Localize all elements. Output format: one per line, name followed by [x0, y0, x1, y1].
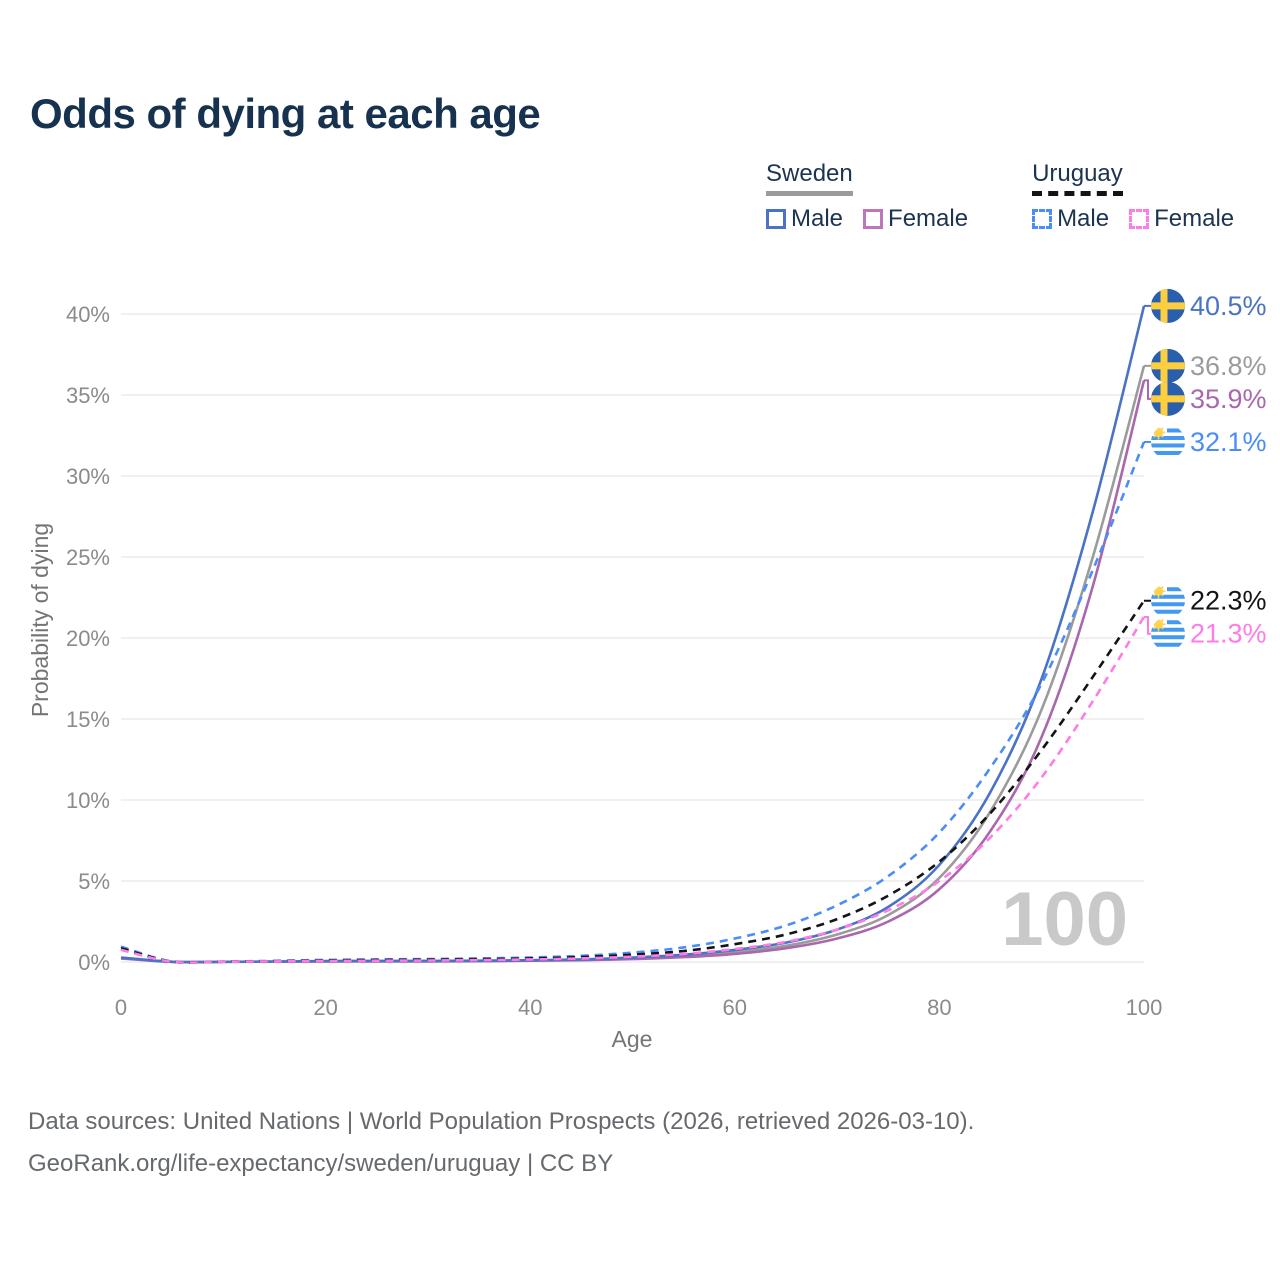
uruguay-male-line-swatch-icon [1032, 209, 1053, 229]
y-tick-label: 25% [66, 545, 110, 570]
y-tick-label: 0% [78, 950, 110, 975]
gridlines [121, 313, 1144, 963]
end-value-label-uruguay-both-sexes: 22.3% [1190, 586, 1267, 616]
x-tick-label: 100 [1126, 995, 1163, 1020]
legend-header-sweden[interactable]: Sweden [766, 160, 853, 196]
legend-group-sweden: Sweden Male Female [766, 160, 968, 233]
sweden-flag-icon [1150, 348, 1186, 384]
y-axis-title: Probability of dying [27, 523, 53, 717]
uruguay-flag-icon [1150, 616, 1186, 652]
axis-ticks: 0% 5% 10% 15% 20% 25% 30% 35% 40% 0 20 40 60 80 100 [66, 302, 1162, 1020]
end-label-connector [1144, 379, 1152, 400]
line-uruguay-female [120, 616, 1146, 964]
line-sweden-both-sexes [120, 365, 1146, 964]
chart-legend: Sweden Male Female Uruguay Male Female [766, 160, 1246, 233]
y-tick-label: 30% [66, 464, 110, 489]
y-tick-label: 15% [66, 707, 110, 732]
uruguay-flag-icon [1150, 424, 1186, 460]
y-tick-label: 10% [66, 788, 110, 813]
x-tick-label: 0 [115, 995, 127, 1020]
legend-item-sweden-male[interactable]: Male [766, 205, 843, 233]
line-uruguay-male [120, 441, 1146, 964]
sweden-male-line-swatch-icon [766, 209, 786, 229]
x-tick-label: 20 [313, 995, 337, 1020]
x-axis-title: Age [612, 1026, 653, 1052]
y-tick-label: 5% [78, 869, 110, 894]
end-value-label-uruguay-female: 21.3% [1190, 619, 1267, 649]
series-end-labels: 40.5% 36.8%35.9% 32.1% 22.3%21.3% [1144, 288, 1267, 652]
end-label-connector [1144, 615, 1152, 635]
data-source-note: Data sources: United Nations | World Pop… [28, 1108, 975, 1135]
end-value-label-uruguay-male: 32.1% [1190, 427, 1267, 457]
legend-item-sweden-female[interactable]: Female [863, 205, 968, 233]
line-sweden-female [120, 380, 1146, 964]
legend-group-uruguay: Uruguay Male Female [1032, 160, 1234, 233]
line-uruguay-both-sexes [120, 599, 1146, 964]
uruguay-flag-icon [1150, 583, 1186, 619]
page-title: Odds of dying at each age [30, 90, 541, 137]
legend-item-uruguay-male[interactable]: Male [1032, 205, 1109, 233]
y-tick-label: 20% [66, 626, 110, 651]
end-value-label-sweden-male: 40.5% [1190, 291, 1267, 321]
end-value-label-sweden-both-sexes: 36.8% [1190, 351, 1267, 381]
sweden-flag-icon [1150, 288, 1186, 324]
x-tick-label: 80 [927, 995, 951, 1020]
legend-item-uruguay-female[interactable]: Female [1129, 205, 1234, 233]
x-tick-label: 60 [723, 995, 747, 1020]
end-value-label-sweden-female: 35.9% [1190, 384, 1267, 414]
uruguay-female-line-swatch-icon [1129, 209, 1150, 229]
line-sweden-male [120, 305, 1146, 964]
y-tick-label: 35% [66, 383, 110, 408]
legend-header-uruguay[interactable]: Uruguay [1032, 160, 1123, 196]
age-watermark: 100 [1001, 877, 1128, 962]
sweden-flag-icon [1150, 381, 1186, 417]
y-tick-label: 40% [66, 302, 110, 327]
sweden-female-line-swatch-icon [863, 209, 884, 229]
x-tick-label: 40 [518, 995, 542, 1020]
data-series [120, 305, 1146, 964]
attribution-note: GeoRank.org/life-expectancy/sweden/urugu… [28, 1150, 614, 1177]
